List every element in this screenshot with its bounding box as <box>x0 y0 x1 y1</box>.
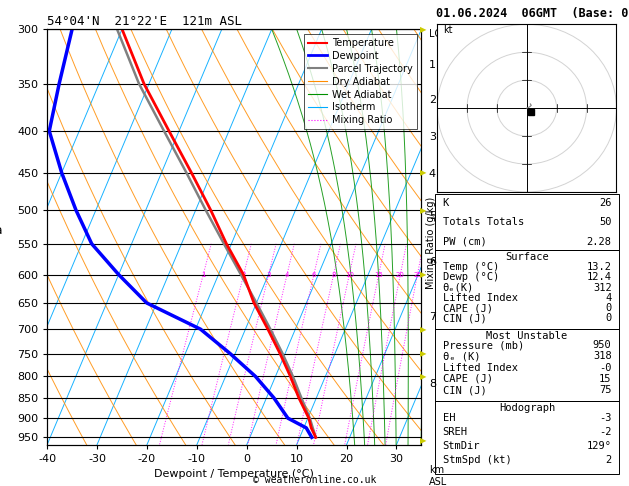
Text: 1: 1 <box>429 60 436 70</box>
Text: 8: 8 <box>331 272 336 278</box>
Text: CAPE (J): CAPE (J) <box>443 374 493 384</box>
Text: ▶: ▶ <box>420 349 426 358</box>
Text: kt: kt <box>443 25 453 35</box>
Text: Temp (°C): Temp (°C) <box>443 262 499 272</box>
Text: 0: 0 <box>605 313 611 323</box>
Text: 54°04'N  21°22'E  121m ASL: 54°04'N 21°22'E 121m ASL <box>47 15 242 28</box>
X-axis label: Dewpoint / Temperature (°C): Dewpoint / Temperature (°C) <box>154 469 314 479</box>
Text: ▶: ▶ <box>420 168 426 177</box>
Y-axis label: hPa: hPa <box>0 224 3 237</box>
Text: SREH: SREH <box>443 427 467 437</box>
Text: Most Unstable: Most Unstable <box>486 330 568 341</box>
Text: ▶: ▶ <box>420 206 426 214</box>
Legend: Temperature, Dewpoint, Parcel Trajectory, Dry Adiabat, Wet Adiabat, Isotherm, Mi: Temperature, Dewpoint, Parcel Trajectory… <box>304 34 416 129</box>
Text: 20: 20 <box>396 272 405 278</box>
Text: Lifted Index: Lifted Index <box>443 363 518 373</box>
Text: CIN (J): CIN (J) <box>443 313 486 323</box>
Text: θₑ (K): θₑ (K) <box>443 351 480 362</box>
Text: StmDir: StmDir <box>443 441 480 451</box>
Text: 4: 4 <box>429 169 436 179</box>
Text: 25: 25 <box>413 272 422 278</box>
Text: 15: 15 <box>374 272 383 278</box>
Text: 129°: 129° <box>587 441 611 451</box>
Text: 0: 0 <box>605 303 611 313</box>
Text: 318: 318 <box>593 351 611 362</box>
Text: CIN (J): CIN (J) <box>443 385 486 395</box>
Text: ▶: ▶ <box>420 436 426 445</box>
Text: km
ASL: km ASL <box>429 466 447 486</box>
Text: © weatheronline.co.uk: © weatheronline.co.uk <box>253 475 376 485</box>
Text: LCL: LCL <box>429 29 447 38</box>
Text: Dewp (°C): Dewp (°C) <box>443 272 499 282</box>
Text: K: K <box>443 198 449 208</box>
Text: 12.4: 12.4 <box>587 272 611 282</box>
Text: 7: 7 <box>429 312 436 322</box>
Text: EH: EH <box>443 413 455 423</box>
Text: Lifted Index: Lifted Index <box>443 293 518 303</box>
Text: 950: 950 <box>593 340 611 350</box>
Text: ▶: ▶ <box>420 372 426 381</box>
Text: 4: 4 <box>285 272 289 278</box>
Text: 01.06.2024  06GMT  (Base: 06): 01.06.2024 06GMT (Base: 06) <box>436 7 629 20</box>
Text: 15: 15 <box>599 374 611 384</box>
Text: Mixing Ratio (g/kg): Mixing Ratio (g/kg) <box>426 197 436 289</box>
Text: -3: -3 <box>599 413 611 423</box>
Text: Surface: Surface <box>505 252 549 262</box>
Text: 50: 50 <box>599 217 611 227</box>
Text: Totals Totals: Totals Totals <box>443 217 524 227</box>
Text: 5: 5 <box>429 211 436 221</box>
Text: PW (cm): PW (cm) <box>443 237 486 247</box>
Text: 1: 1 <box>201 272 206 278</box>
Text: 3: 3 <box>267 272 271 278</box>
Text: 75: 75 <box>599 385 611 395</box>
Text: ▶: ▶ <box>420 25 426 34</box>
Text: 4: 4 <box>605 293 611 303</box>
Text: 6: 6 <box>311 272 316 278</box>
Text: 2.28: 2.28 <box>587 237 611 247</box>
Text: -0: -0 <box>599 363 611 373</box>
Text: 312: 312 <box>593 282 611 293</box>
Text: 26: 26 <box>599 198 611 208</box>
Text: 6: 6 <box>429 257 436 267</box>
Text: Pressure (mb): Pressure (mb) <box>443 340 524 350</box>
Text: StmSpd (kt): StmSpd (kt) <box>443 455 511 465</box>
Text: 2: 2 <box>242 272 246 278</box>
Text: ▶: ▶ <box>420 325 426 334</box>
Text: θₑ(K): θₑ(K) <box>443 282 474 293</box>
Text: ▶: ▶ <box>420 270 426 279</box>
Text: 3: 3 <box>429 132 436 142</box>
Text: 2: 2 <box>605 455 611 465</box>
Text: CAPE (J): CAPE (J) <box>443 303 493 313</box>
Text: 13.2: 13.2 <box>587 262 611 272</box>
Text: 8: 8 <box>429 379 436 389</box>
Text: 2: 2 <box>429 95 436 104</box>
Text: 10: 10 <box>345 272 354 278</box>
Text: Hodograph: Hodograph <box>499 403 555 413</box>
Text: -2: -2 <box>599 427 611 437</box>
